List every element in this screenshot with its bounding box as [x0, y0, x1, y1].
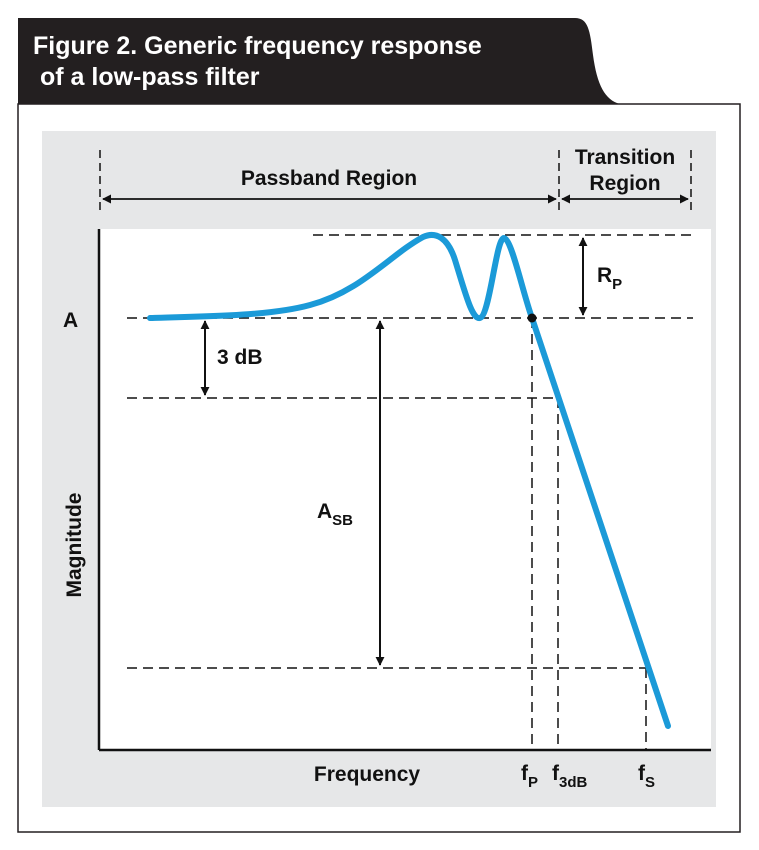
- f3db-label: f3dB: [552, 762, 588, 791]
- passband-region-label: Passband Region: [241, 167, 417, 190]
- y-mark-a: A: [63, 309, 78, 332]
- x-axis-label: Frequency: [314, 763, 421, 786]
- transition-region-label-line2: Region: [589, 172, 660, 195]
- rp-label: RP: [597, 264, 622, 293]
- transition-region-label-line1: Transition: [575, 146, 675, 169]
- plot-area: [99, 229, 711, 750]
- figure-title-line2: of a low-pass filter: [40, 63, 260, 91]
- three-db-label: 3 dB: [217, 346, 263, 369]
- fp-label: fP: [521, 762, 538, 791]
- frequency-response-curve: [147, 231, 671, 729]
- figure-title-line1: Figure 2. Generic frequency response: [33, 32, 482, 60]
- asb-label: ASB: [317, 500, 353, 529]
- title-banner: [18, 18, 620, 104]
- y-axis-label: Magnitude: [63, 493, 86, 598]
- fs-label: fS: [638, 762, 655, 791]
- fp-intersection-dot: [527, 313, 537, 323]
